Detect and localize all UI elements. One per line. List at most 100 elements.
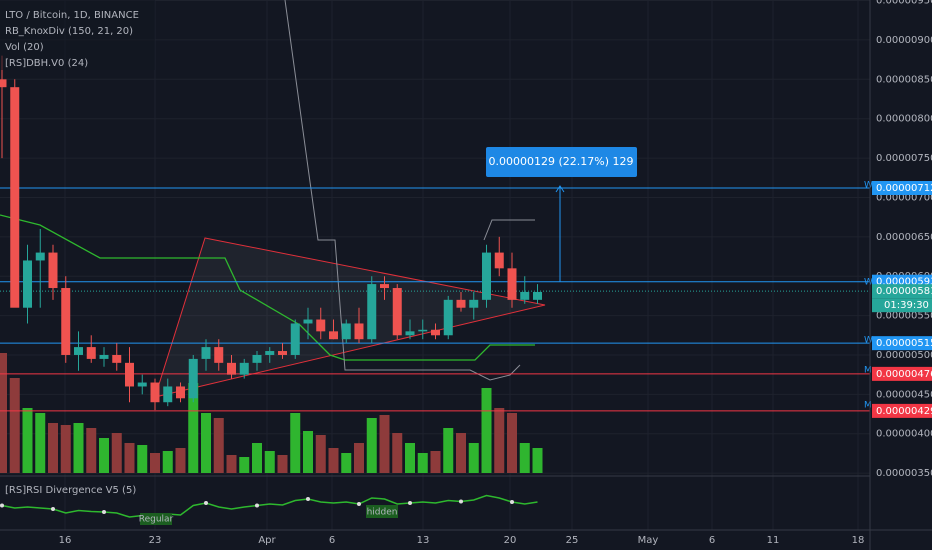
rsi-line	[1, 494, 538, 519]
y-tick-label: 0.00000900	[876, 35, 932, 46]
price-label: 0.00000581	[876, 286, 932, 297]
x-tick-label: 23	[149, 535, 162, 546]
candle-body	[494, 252, 504, 269]
candle-body	[507, 268, 517, 300]
rsi-dot	[102, 510, 106, 514]
candle-body	[163, 386, 173, 403]
measure-label: 0.00000129 (22.17%) 129	[489, 155, 634, 168]
candle-body	[23, 260, 32, 308]
rsi-dot	[204, 501, 208, 505]
volume-bar	[9, 378, 20, 473]
price-label-bg	[872, 366, 932, 381]
candle-body	[290, 323, 300, 355]
volume-bar	[175, 448, 186, 473]
volume-bar	[392, 433, 403, 473]
volume-bar	[532, 448, 543, 473]
x-tick-label: 13	[417, 535, 430, 546]
candle-body	[74, 347, 83, 355]
candle-body	[354, 323, 364, 340]
candle-body	[201, 347, 211, 359]
price-label-bg	[872, 403, 932, 418]
y-tick-label: 0.00000800	[876, 114, 932, 125]
rsi-dot	[255, 503, 259, 508]
volume-bar	[213, 418, 224, 473]
divergence-tag: hidden	[367, 508, 398, 518]
grid	[0, 0, 870, 530]
measure-arrow-head	[555, 185, 565, 193]
volume-bar	[443, 428, 454, 473]
price-axis: 0.00000950 0.00000900 0.00000850 0.00000800…	[872, 0, 932, 479]
candle-body	[520, 291, 530, 300]
volume-bar	[366, 418, 377, 473]
x-tick-label: 25	[566, 535, 579, 546]
volume-bar	[239, 457, 250, 473]
price-label: 0.00000476	[876, 369, 932, 380]
volume-bar	[468, 443, 479, 473]
volume-bar	[481, 388, 492, 473]
volume-bar	[150, 453, 160, 473]
candle-body	[112, 354, 122, 363]
volume-bar	[35, 413, 46, 473]
volume-bar	[290, 413, 301, 473]
x-tick-label: May	[638, 535, 659, 546]
volume-bar	[73, 423, 84, 473]
volume-bar	[99, 438, 109, 473]
volume-bar	[507, 413, 517, 473]
x-tick-label: Apr	[258, 535, 276, 546]
time-axis: 16 23 Apr 6 13 20 25 May 6 11 18	[59, 535, 865, 546]
x-tick-label: 6	[329, 535, 335, 546]
price-lines: W W W M M	[0, 181, 873, 412]
level-tag: W	[864, 181, 873, 191]
y-tick-label: 0.00000450	[876, 389, 932, 400]
y-tick-label: 0.00000550	[876, 311, 932, 322]
candle-body	[150, 382, 160, 403]
candle-body	[405, 331, 415, 336]
candle-body	[125, 362, 134, 387]
y-tick-label: 0.00000950	[876, 0, 932, 7]
candle-body	[341, 323, 351, 340]
volume-bar	[226, 455, 237, 473]
candle-body	[443, 299, 453, 336]
y-tick-label: 0.00000500	[876, 350, 932, 361]
countdown: 01:39:30	[884, 300, 929, 311]
rsi-dot	[459, 499, 463, 504]
volume-bar	[162, 451, 173, 473]
candle-body	[431, 329, 440, 336]
y-tick-label: 0.00000350	[876, 468, 932, 479]
rsi-pane	[0, 494, 538, 520]
candle-body	[316, 319, 326, 332]
candle-body	[418, 329, 428, 332]
volume-bar	[0, 353, 7, 473]
volume-bar	[417, 453, 428, 473]
legend-bg	[0, 0, 155, 70]
candle-body	[99, 354, 109, 359]
rsi-dot	[510, 500, 514, 504]
level-tag: W	[864, 336, 873, 346]
volume-bar	[124, 443, 135, 473]
measure-box	[486, 147, 637, 177]
candle-body	[0, 79, 7, 88]
volume-bar	[60, 425, 71, 473]
volume-bar	[354, 443, 364, 473]
rsi-title: [RS]RSI Divergence V5 (5)	[5, 485, 136, 496]
candle-body	[278, 351, 287, 355]
indicator-line	[284, 0, 521, 381]
rsi-dot	[51, 507, 55, 511]
y-tick-label: 0.00000750	[876, 153, 932, 164]
price-label: 0.00000515	[876, 338, 932, 349]
x-tick-label: 16	[59, 535, 72, 546]
volume-bar	[341, 453, 352, 473]
candle-body	[380, 284, 389, 289]
tag-bg	[366, 505, 398, 518]
indicator: [RS]DBH.V0 (24)	[5, 58, 88, 69]
symbol: LTO / Bitcoin, 1D, BINANCE	[5, 10, 139, 21]
volume-bar	[137, 445, 148, 473]
volume-bar	[315, 435, 326, 473]
x-tick-label: 20	[504, 535, 517, 546]
countdown-bg	[872, 298, 932, 313]
candle-body	[227, 362, 236, 375]
candle-body	[367, 284, 377, 340]
candle-body	[61, 288, 71, 355]
y-tick-label: 0.00000650	[876, 232, 932, 243]
